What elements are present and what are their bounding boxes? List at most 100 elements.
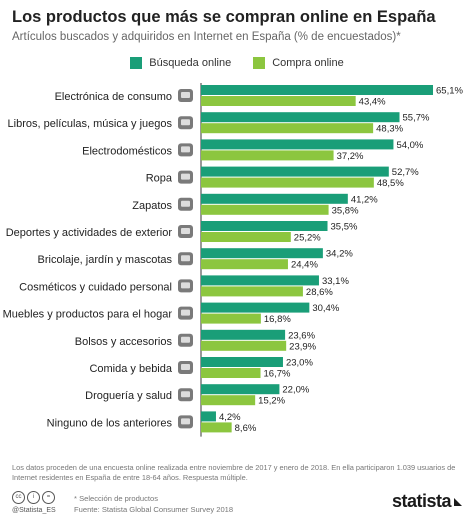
bar-search <box>201 193 348 204</box>
bar-search <box>201 302 310 313</box>
category-label: Deportes y actividades de exterior <box>6 227 173 239</box>
category-label: Libros, películas, música y juegos <box>8 118 173 130</box>
bar-search <box>201 275 319 286</box>
bar-search <box>201 85 433 95</box>
legend-item-search: Búsqueda online <box>130 57 231 69</box>
category-label: Electrónica de consumo <box>55 91 172 103</box>
bar-chart: Electrónica de consumo 65,1% 43,4% Libros, … <box>3 83 463 437</box>
burger-icon <box>178 361 193 374</box>
logo-text: statista <box>391 491 452 511</box>
data-label: 16,8% <box>264 314 291 325</box>
category-label: Cosméticos y cuidado personal <box>19 281 172 293</box>
shopping-basket-icon <box>178 415 193 429</box>
category-label: Ropa <box>146 173 173 185</box>
data-label: 23,0% <box>286 358 313 369</box>
data-label: 22,0% <box>282 385 309 396</box>
bar-buy <box>201 259 288 270</box>
books-icon <box>178 116 193 130</box>
data-label: 4,2% <box>219 412 241 423</box>
data-label: 52,7% <box>392 167 419 178</box>
legend-item-buy: Compra online <box>253 57 344 69</box>
data-label: 43,4% <box>359 97 386 108</box>
laptop-icon <box>178 89 193 102</box>
bar-search <box>201 329 286 340</box>
bar-search <box>201 221 328 231</box>
data-label: 37,2% <box>337 151 364 162</box>
category-label: Zapatos <box>132 200 172 212</box>
data-label: 34,2% <box>326 249 353 260</box>
data-label: 48,5% <box>377 178 404 189</box>
mixer-icon <box>178 143 193 157</box>
lawnmower-icon <box>178 252 193 266</box>
data-label: 16,7% <box>264 369 291 380</box>
bar-search <box>201 166 389 177</box>
data-label: 30,4% <box>312 303 339 314</box>
attribution-icon: i <box>27 491 40 504</box>
lipstick-icon <box>178 279 193 293</box>
bar-buy <box>201 204 329 215</box>
legend: Búsqueda online Compra online <box>0 57 474 69</box>
source-note: Fuente: Statista Global Consumer Survey … <box>74 505 234 514</box>
category-label: Bolsos y accesorios <box>75 336 173 348</box>
legend-label-buy: Compra online <box>272 57 344 69</box>
license-icons: cc i = <box>12 491 55 504</box>
source-block: * Selección de productos Fuente: Statist… <box>74 493 233 515</box>
logo-mark-icon <box>454 497 462 506</box>
jacket-icon <box>178 170 193 184</box>
category-label: Droguería y salud <box>85 390 172 402</box>
sofa-icon <box>178 306 193 320</box>
heart-pulse-icon <box>178 388 193 402</box>
category-label: Comida y bebida <box>89 363 172 375</box>
legend-label-search: Búsqueda online <box>149 57 232 69</box>
bar-search <box>201 248 323 259</box>
bar-buy <box>201 422 232 433</box>
bar-buy <box>201 177 374 188</box>
shoe-icon <box>178 197 193 211</box>
bar-buy <box>201 232 291 242</box>
legend-swatch-search <box>130 57 143 69</box>
bar-search <box>201 411 216 422</box>
data-label: 35,5% <box>331 222 358 233</box>
bar-buy <box>201 368 261 378</box>
data-label: 24,4% <box>291 260 318 271</box>
bar-buy <box>201 150 334 161</box>
bar-buy <box>201 286 303 297</box>
bar-buy <box>201 340 287 351</box>
bar-search <box>201 112 400 123</box>
bar-search <box>201 384 280 395</box>
bar-buy <box>201 313 261 324</box>
data-label: 35,8% <box>332 205 359 216</box>
bar-search <box>201 139 394 150</box>
data-label: 55,7% <box>403 113 430 124</box>
chart-title: Los productos que más se compran online … <box>12 8 436 26</box>
data-label: 23,9% <box>289 341 316 352</box>
category-label: Ninguno de los anteriores <box>47 417 173 429</box>
category-label: Electrodomésticos <box>82 145 172 157</box>
bar-buy <box>201 395 256 406</box>
selection-note: * Selección de productos <box>74 494 159 503</box>
data-label: 33,1% <box>322 276 349 287</box>
bar-buy <box>201 123 374 134</box>
data-label: 41,2% <box>351 194 378 205</box>
category-label: Muebles y productos para el hogar <box>3 309 173 321</box>
data-label: 15,2% <box>258 396 285 407</box>
footnote: Los datos proceden de una encuesta onlin… <box>12 463 456 482</box>
data-label: 23,6% <box>288 330 315 341</box>
data-label: 8,6% <box>235 423 257 434</box>
legend-swatch-buy <box>253 57 266 69</box>
data-label: 28,6% <box>306 287 333 298</box>
chart-subtitle: Artículos buscados y adquiridos en Inter… <box>12 31 401 43</box>
statista-logo[interactable]: statista <box>392 491 462 512</box>
data-label: 65,1% <box>436 86 463 97</box>
cc-icon: cc <box>12 491 25 504</box>
social-handle: @Statista_ES <box>12 507 56 514</box>
data-label: 25,2% <box>294 233 321 244</box>
no-derivatives-icon: = <box>42 491 55 504</box>
soccer-ball-icon <box>178 225 193 238</box>
bar-search <box>201 357 283 367</box>
category-label: Bricolaje, jardín y mascotas <box>38 254 173 266</box>
data-label: 48,3% <box>376 124 403 135</box>
bar-buy <box>201 96 356 106</box>
data-label: 54,0% <box>396 140 423 151</box>
handbag-icon <box>178 333 193 347</box>
